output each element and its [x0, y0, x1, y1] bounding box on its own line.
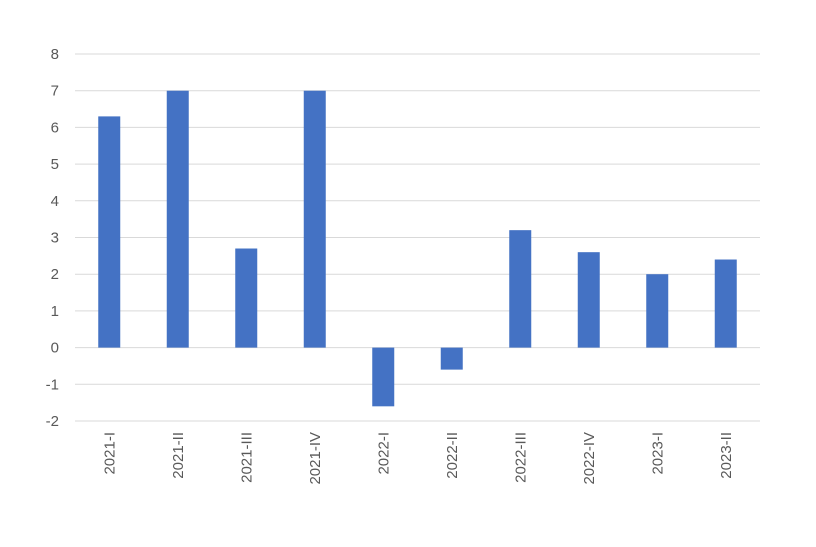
- y-tick-label: -2: [46, 413, 59, 430]
- x-tick-label: 2022-II: [444, 432, 461, 479]
- bar-2023-II: [714, 259, 737, 348]
- bar-2021-I: [98, 116, 121, 348]
- bar-2023-I: [646, 274, 669, 348]
- bar-2021-III: [235, 248, 258, 348]
- x-tick-label: 2021-II: [170, 432, 187, 479]
- bar-2021-IV: [303, 90, 326, 348]
- bar-2022-II: [440, 347, 463, 370]
- bar-2022-III: [509, 230, 532, 348]
- y-tick-label: 1: [51, 303, 59, 320]
- x-tick-label: 2021-I: [101, 432, 118, 475]
- bar-2022-IV: [577, 252, 600, 348]
- y-tick-label: 5: [51, 156, 59, 173]
- x-tick-label: 2022-III: [512, 432, 529, 483]
- y-tick-label: 0: [51, 340, 59, 357]
- y-axis: -2 -1 0 1 2 3 4 5 6 7 8: [46, 46, 59, 430]
- x-tick-label: 2021-III: [238, 432, 255, 483]
- y-tick-label: 4: [51, 193, 59, 210]
- x-tick-label: 2022-I: [375, 432, 392, 475]
- y-tick-label: 7: [51, 83, 59, 100]
- y-tick-label: 2: [51, 266, 59, 283]
- y-tick-label: 3: [51, 230, 59, 247]
- x-tick-label: 2023-II: [718, 432, 735, 479]
- y-tick-label: 8: [51, 46, 59, 63]
- y-tick-label: 6: [51, 119, 59, 136]
- x-tick-label: 2023-I: [649, 432, 666, 475]
- bar-2022-I: [372, 347, 395, 407]
- y-tick-label: -1: [46, 376, 59, 393]
- bars: [98, 90, 737, 407]
- x-axis: 2021-I 2021-II 2021-III 2021-IV 2022-I 2022-I…: [101, 432, 735, 485]
- gridlines: [75, 53, 760, 422]
- x-tick-label: 2021-IV: [307, 432, 324, 485]
- x-tick-label: 2022-IV: [581, 432, 598, 485]
- bar-2021-II: [166, 90, 189, 348]
